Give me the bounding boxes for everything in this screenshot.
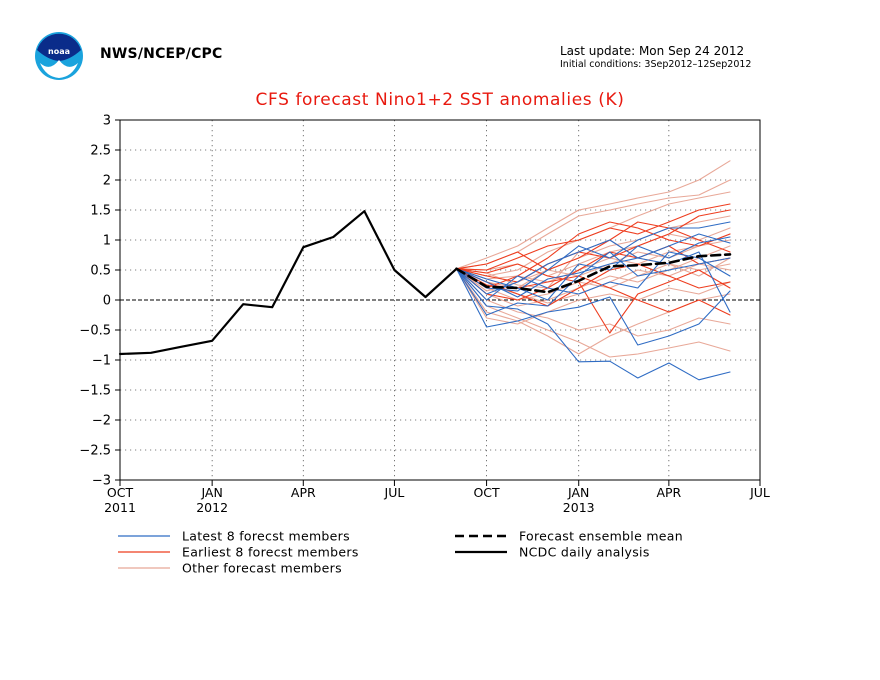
svg-text:noaa: noaa <box>48 47 70 56</box>
initial-conditions-label: Initial conditions: 3Sep2012–12Sep2012 <box>560 59 752 70</box>
legend-label-earliest: Earliest 8 forecst members <box>182 545 359 560</box>
analysis-line <box>118 210 458 356</box>
x-tick-year: 2012 <box>196 500 228 515</box>
y-tick-label: −2 <box>92 414 111 429</box>
other-member-line <box>455 160 731 270</box>
y-tick-label: 1 <box>103 234 111 249</box>
x-tick-year: 2011 <box>104 500 136 515</box>
y-tick-layer: 3 2.5 2 1.5 1 0.5 0 −0.5 −1 −1.5 −2 −2.5 −3 <box>79 114 120 489</box>
legend-label-analysis: NCDC daily analysis <box>519 545 650 560</box>
other-member-line <box>455 268 731 337</box>
chart-title: CFS forecast Nino1+2 SST anomalies (K) <box>255 90 625 110</box>
legend-label-latest: Latest 8 forecst members <box>182 529 350 544</box>
ensemble-mean-layer <box>455 253 732 294</box>
legend-label-other: Other forecast members <box>182 561 342 576</box>
x-tick-label: JAN <box>200 485 222 500</box>
y-tick-label: 0.5 <box>90 264 111 279</box>
noaa-logo-icon: noaa <box>35 32 83 80</box>
y-tick-label: −0.5 <box>79 324 111 339</box>
y-tick-label: 1.5 <box>90 204 111 219</box>
y-tick-label: −3 <box>92 474 111 489</box>
x-tick-label: OCT <box>107 485 134 500</box>
latest-members-layer <box>455 221 731 381</box>
x-tick-label: JAN <box>567 485 589 500</box>
x-tick-label: APR <box>291 485 316 500</box>
latest-member-line <box>455 251 731 313</box>
earliest-member-line <box>455 209 731 283</box>
latest-member-line <box>455 268 731 381</box>
other-member-line <box>455 227 731 277</box>
y-tick-label: 0 <box>103 294 111 309</box>
y-tick-label: 2.5 <box>90 144 111 159</box>
earliest-member-line <box>455 221 731 271</box>
other-member-line <box>455 268 731 358</box>
x-tick-label: JUL <box>749 485 770 500</box>
y-tick-label: 3 <box>103 114 111 129</box>
x-tick-label: APR <box>656 485 681 500</box>
other-member-line <box>455 268 731 325</box>
analysis-layer <box>118 210 458 356</box>
earliest-member-line <box>455 203 731 271</box>
y-tick-label: −1 <box>92 354 111 369</box>
y-tick-label: −2.5 <box>79 444 111 459</box>
latest-member-line <box>455 268 731 346</box>
last-update-label: Last update: Mon Sep 24 2012 <box>560 44 745 58</box>
org-label: NWS/NCEP/CPC <box>100 46 223 62</box>
legend: Latest 8 forecst members Forecast ensembl… <box>118 529 683 576</box>
y-tick-label: 2 <box>103 174 111 189</box>
y-tick-label: −1.5 <box>79 384 111 399</box>
earliest-member-line <box>455 263 731 334</box>
ensemble-mean-line <box>455 253 732 294</box>
latest-member-line <box>455 251 731 316</box>
x-tick-year: 2013 <box>563 500 595 515</box>
latest-member-line <box>455 236 731 301</box>
legend-label-mean: Forecast ensemble mean <box>519 529 683 544</box>
x-tick-label: JUL <box>384 485 405 500</box>
x-tick-label: OCT <box>473 485 500 500</box>
earliest-member-line <box>455 221 731 289</box>
